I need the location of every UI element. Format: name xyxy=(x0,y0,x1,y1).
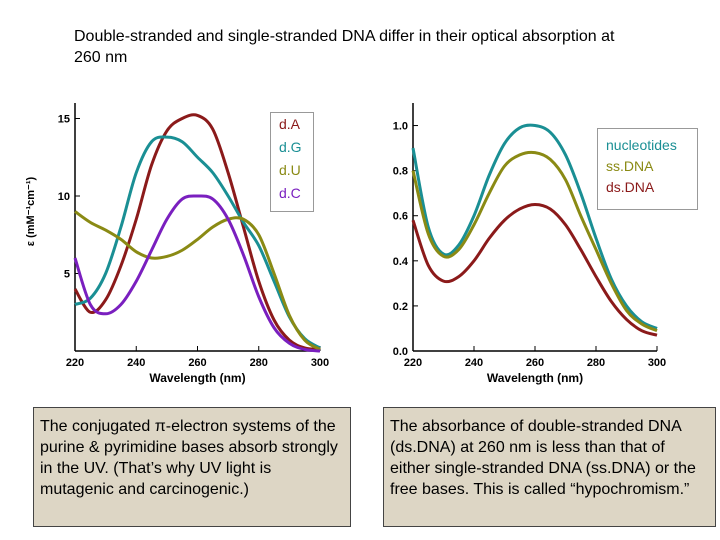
slide-title: Double-stranded and single-stranded DNA … xyxy=(74,28,615,66)
legend-ssdna: ss.DNA xyxy=(606,158,654,174)
legend-dU: d.U xyxy=(279,162,301,178)
chart1-xlabel: Wavelength (nm) xyxy=(149,371,245,385)
chart1-series-da xyxy=(73,113,321,351)
charts-canvas: 220 240 260 280 300 5 10 15 Wavelength (nm) 220 24… xyxy=(58,103,666,385)
chart2-ytick-label: 0.6 xyxy=(393,211,408,223)
chart1-xtick-label: 280 xyxy=(250,357,268,369)
chart2-ytick-label: 0.0 xyxy=(393,346,408,358)
chart1-ylabel: ε (mM⁻¹cm⁻¹) xyxy=(25,176,38,247)
chart1-xtick-label: 240 xyxy=(127,357,145,369)
chart1-series-dg xyxy=(74,135,321,350)
chart1-xtick-label: 260 xyxy=(188,357,206,369)
chart2-ytick-label: 1.0 xyxy=(393,121,408,133)
chart2-xtick-label: 220 xyxy=(404,357,422,369)
chart2-xtick-label: 300 xyxy=(648,357,666,369)
chart2-xtick-label: 240 xyxy=(465,357,483,369)
chart2-xlabel: Wavelength (nm) xyxy=(487,371,583,385)
chart1-ytick-label: 5 xyxy=(64,269,70,281)
chart2-legend: nucleotides ss.DNA ds.DNA xyxy=(597,128,698,210)
chart2-xtick-label: 260 xyxy=(526,357,544,369)
chart1-legend: d.A d.G d.U d.C xyxy=(270,112,314,212)
explanation-left: The conjugated π-electron systems of the… xyxy=(33,407,351,527)
explanation-right: The absorbance of double-stranded DNA (d… xyxy=(383,407,716,527)
chart2-ytick-label: 0.2 xyxy=(393,301,408,313)
chart1-ytick-label: 10 xyxy=(58,191,70,203)
chart1-xtick-label: 300 xyxy=(311,357,329,369)
legend-dsdna: ds.DNA xyxy=(606,179,655,195)
chart1-ytick-label: 15 xyxy=(58,114,70,126)
chart2-series-ssdna xyxy=(411,150,658,333)
legend-dG: d.G xyxy=(279,139,302,155)
chart1-series-du xyxy=(74,210,321,351)
legend-nucleotides: nucleotides xyxy=(606,137,677,153)
chart2-xtick-label: 280 xyxy=(587,357,605,369)
chart1-series-dc xyxy=(73,194,321,353)
chart2-ytick-label: 0.8 xyxy=(393,166,408,178)
chart2-series-nucleotides xyxy=(411,123,658,330)
chart1-xtick-label: 220 xyxy=(66,357,84,369)
legend-dC: d.C xyxy=(279,185,301,201)
chart2-series-dsdna xyxy=(411,202,658,337)
chart2-ytick-label: 0.4 xyxy=(393,256,409,268)
legend-dA: d.A xyxy=(279,116,301,132)
